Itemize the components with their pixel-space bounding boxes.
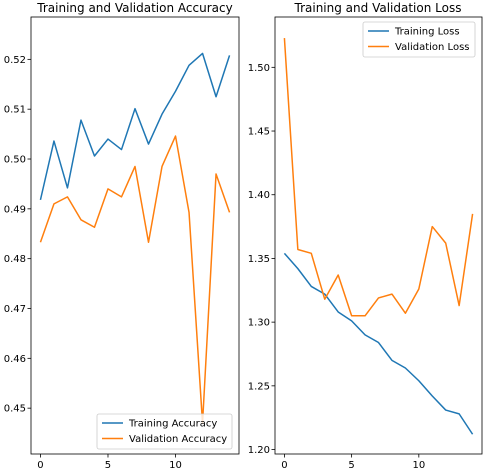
plot-area: 0 5 10 0.45 0.46 0.47 0.48 0.49 0.50 0.51 0.52 xyxy=(4,52,231,471)
y-tick-label: 1.35 xyxy=(248,254,270,265)
legend-box xyxy=(362,21,476,58)
legend-label: Validation Loss xyxy=(395,42,470,53)
chart-title: Training and Validation Loss xyxy=(294,1,462,15)
x-tick-label: 0 xyxy=(37,460,43,471)
legend-box xyxy=(96,413,233,450)
legend-label: Training Accuracy xyxy=(128,419,217,430)
y-tick-label: 1.45 xyxy=(248,127,270,138)
series-line-1 xyxy=(39,52,231,201)
y-tick-label: 1.20 xyxy=(248,445,270,456)
legend: Training Loss Validation Loss xyxy=(362,21,476,58)
x-tick-label: 10 xyxy=(169,460,182,471)
series-line-2 xyxy=(39,135,231,424)
series-line-2 xyxy=(283,37,474,317)
axes-frame xyxy=(30,16,240,455)
y-tick-label: 0.51 xyxy=(4,105,26,116)
series-line-1 xyxy=(283,252,474,435)
legend-label: Validation Accuracy xyxy=(129,434,227,445)
y-tick-label: 0.47 xyxy=(4,304,26,315)
accuracy-chart: Training and Validation Accuracy 0 5 10 0.4… xyxy=(4,1,240,471)
y-tick-label: 1.30 xyxy=(248,318,270,329)
y-tick-label: 0.46 xyxy=(4,354,26,365)
y-tick-label: 0.45 xyxy=(4,404,26,415)
x-tick-label: 10 xyxy=(412,460,425,471)
x-tick-label: 0 xyxy=(281,460,287,471)
y-tick-label: 0.48 xyxy=(4,254,26,265)
y-tick-label: 0.50 xyxy=(4,155,26,166)
legend-label: Training Loss xyxy=(394,27,460,38)
chart-title: Training and Validation Accuracy xyxy=(36,1,232,15)
x-tick-label: 5 xyxy=(348,460,354,471)
y-tick-label: 1.50 xyxy=(248,63,270,74)
y-tick-label: 0.49 xyxy=(4,204,26,215)
legend: Training Accuracy Validation Accuracy xyxy=(96,413,233,450)
plot-area: 0 5 10 1.20 1.25 1.30 1.35 1.40 1.45 1.50 xyxy=(248,37,474,471)
y-tick-label: 1.25 xyxy=(248,381,270,392)
loss-chart: Training and Validation Loss 0 5 10 1.20 1.2… xyxy=(248,1,483,471)
axes-frame xyxy=(274,16,483,455)
y-tick-label: 1.40 xyxy=(248,190,270,201)
x-tick-label: 5 xyxy=(105,460,111,471)
y-tick-label: 0.52 xyxy=(4,55,26,66)
